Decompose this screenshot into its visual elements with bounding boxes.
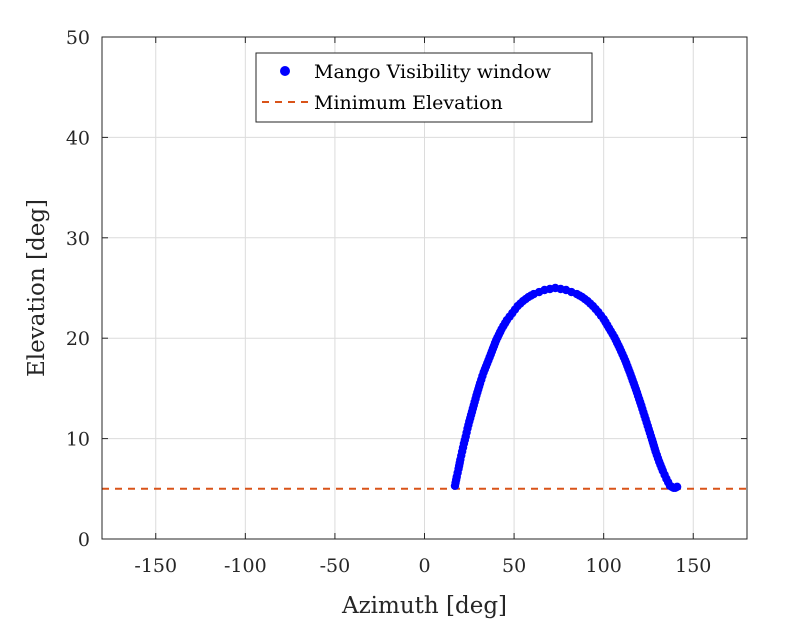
- y-tick-label: 20: [66, 328, 90, 350]
- y-tick-label: 10: [66, 429, 90, 451]
- y-tick-label: 40: [66, 127, 90, 149]
- tick-labels: -150 -100 -50 0 50 100 150 0 10 20 30 40 50: [66, 27, 747, 577]
- data-point: [672, 482, 682, 491]
- x-tick-label: 150: [675, 555, 711, 577]
- y-axis-title: Elevation [deg]: [24, 199, 50, 377]
- legend: Mango Visibility window Minimum Elevatio…: [255, 52, 593, 123]
- x-axis-title: Azimuth [deg]: [341, 593, 507, 619]
- x-tick-label: -150: [134, 555, 177, 577]
- legend-marker-visibility: [280, 66, 290, 76]
- x-tick-label: 100: [586, 555, 622, 577]
- y-tick-label: 30: [66, 228, 90, 250]
- legend-label-minimum-elevation: Minimum Elevation: [314, 92, 503, 114]
- x-tick-label: -50: [320, 555, 351, 577]
- y-tick-label: 50: [66, 27, 90, 49]
- x-tick-label: 50: [502, 555, 526, 577]
- x-tick-label: 0: [418, 555, 430, 577]
- visibility-points: [450, 283, 682, 492]
- legend-box: [255, 52, 593, 123]
- x-tick-label: -100: [224, 555, 267, 577]
- y-tick-label: 0: [78, 529, 90, 551]
- legend-label-visibility: Mango Visibility window: [314, 61, 552, 83]
